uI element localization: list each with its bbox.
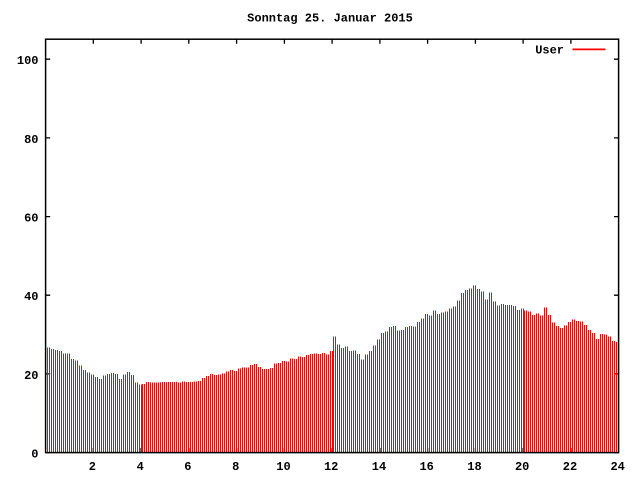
svg-text:100: 100 xyxy=(17,54,39,68)
svg-text:16: 16 xyxy=(419,460,433,474)
svg-text:2: 2 xyxy=(89,460,96,474)
svg-text:0: 0 xyxy=(31,448,38,462)
svg-text:User: User xyxy=(535,43,564,57)
svg-text:14: 14 xyxy=(372,460,386,474)
svg-text:80: 80 xyxy=(24,133,38,147)
svg-text:Sonntag 25. Januar 2015: Sonntag 25. Januar 2015 xyxy=(247,11,413,25)
svg-text:12: 12 xyxy=(324,460,338,474)
svg-text:10: 10 xyxy=(276,460,290,474)
svg-text:22: 22 xyxy=(563,460,577,474)
svg-text:24: 24 xyxy=(610,460,624,474)
svg-text:8: 8 xyxy=(232,460,239,474)
svg-text:40: 40 xyxy=(24,290,38,304)
svg-text:18: 18 xyxy=(467,460,481,474)
svg-text:6: 6 xyxy=(184,460,191,474)
svg-text:60: 60 xyxy=(24,212,38,226)
svg-text:20: 20 xyxy=(515,460,529,474)
svg-text:4: 4 xyxy=(137,460,144,474)
svg-text:20: 20 xyxy=(24,369,38,383)
